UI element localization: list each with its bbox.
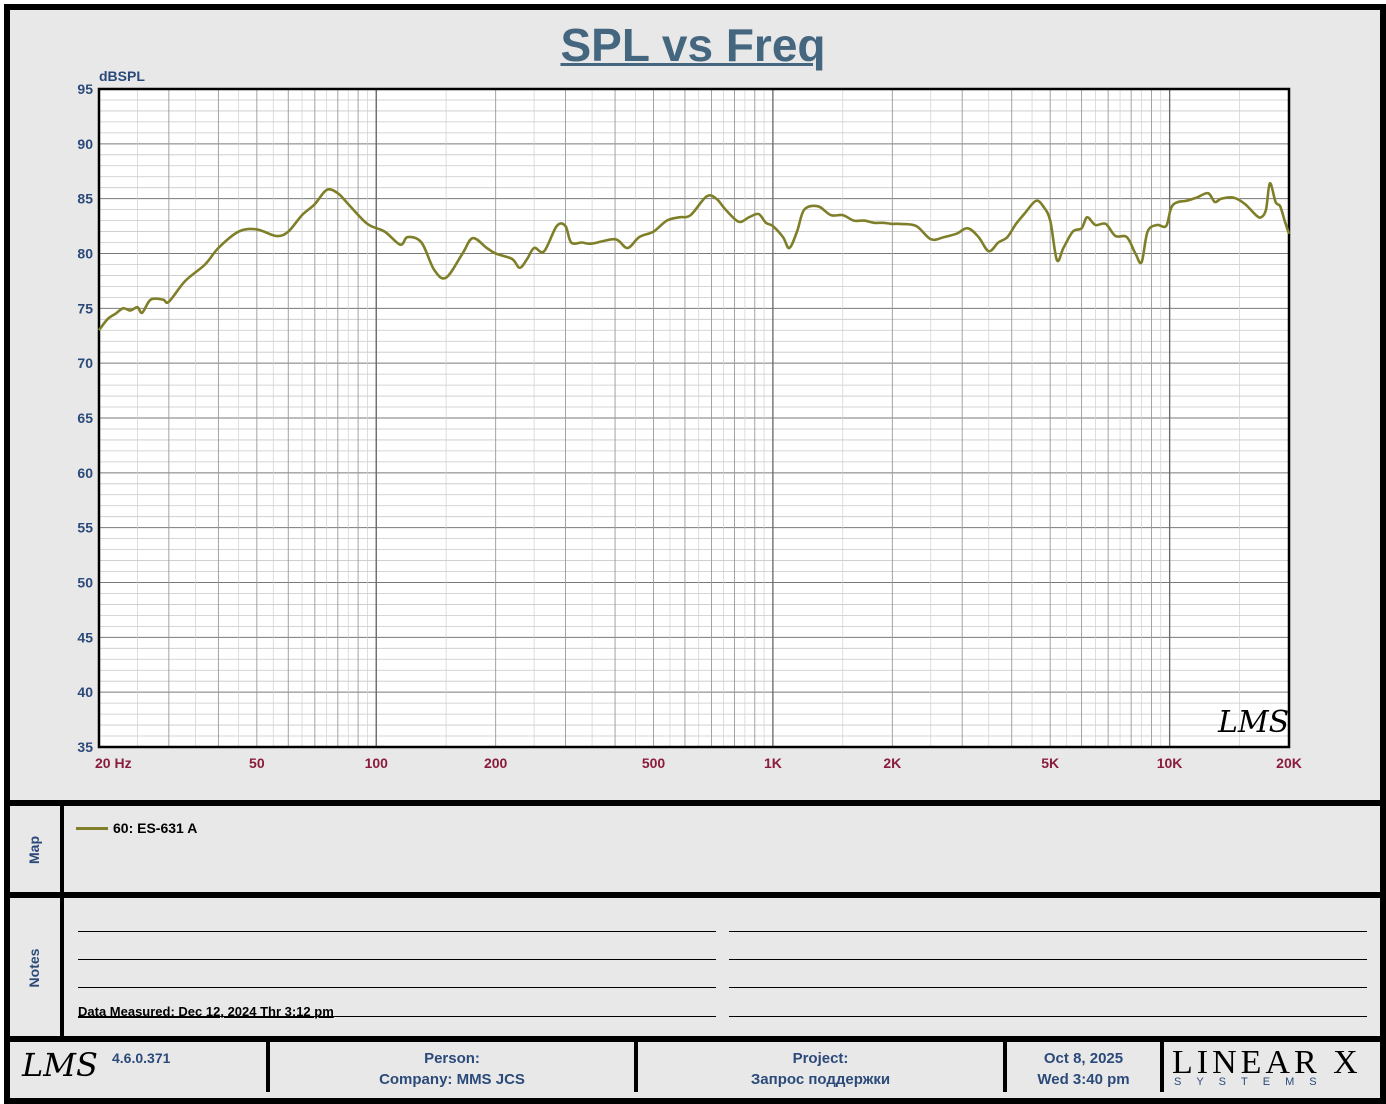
y-tick-label: 60 — [77, 465, 93, 481]
lms-watermark: LMS — [1217, 705, 1289, 740]
y-tick-label: 95 — [77, 81, 93, 97]
divider-top — [4, 800, 1386, 806]
current-time: Wed 3:40 pm — [1037, 1071, 1130, 1088]
legend-swatch — [76, 827, 108, 830]
project-cell: Project: Запрос поддержки — [638, 1048, 1003, 1096]
linearx-logo-subtext: SYSTEMS — [1174, 1076, 1332, 1088]
y-tick-label: 75 — [77, 300, 93, 316]
x-tick-label: 200 — [484, 755, 508, 771]
y-tick-label: 45 — [77, 629, 93, 645]
note-line — [78, 959, 716, 960]
x-tick-label: 2K — [883, 755, 901, 771]
x-tick-label: 50 — [249, 755, 265, 771]
note-line — [78, 987, 716, 988]
notes-label: Notes — [26, 948, 42, 988]
linearx-logo: LINEAR X SYSTEMS — [1172, 1044, 1372, 1092]
x-tick-label: 20K — [1276, 755, 1302, 771]
company-name: Company: MMS JCS — [379, 1071, 525, 1088]
chart-title: SPL vs Freq — [560, 19, 826, 71]
x-tick-label: 100 — [365, 755, 389, 771]
x-tick-label: 10K — [1157, 755, 1183, 771]
lms-logo: LMS — [22, 1046, 98, 1084]
divider-middle — [4, 892, 1386, 898]
y-axis-label: dBSPL — [99, 68, 145, 84]
x-tick-label: 20 Hz — [95, 755, 132, 771]
footer-divider — [634, 1042, 638, 1092]
note-line — [729, 931, 1367, 932]
note-line — [78, 931, 716, 932]
notes-divider — [60, 898, 64, 1038]
project-value: Запрос поддержки — [750, 1071, 891, 1088]
data-measured: Data Measured: Dec 12, 2024 Thr 3:12 pm — [78, 1004, 334, 1019]
software-version: 4.6.0.371 — [112, 1050, 171, 1066]
person-cell: Person: Company: MMS JCS — [270, 1048, 634, 1096]
footer-divider — [1160, 1042, 1164, 1092]
y-tick-label: 80 — [77, 246, 93, 262]
footer-divider — [266, 1042, 270, 1092]
y-tick-label: 35 — [77, 739, 93, 755]
x-tick-label: 1K — [764, 755, 782, 771]
series-line — [97, 181, 1291, 332]
project-label: Project: — [792, 1050, 849, 1067]
plot-border — [97, 87, 1291, 749]
y-tick-label: 65 — [77, 410, 93, 426]
y-tick-label: 85 — [77, 191, 93, 207]
person-label: Person: — [424, 1050, 480, 1067]
y-tick-label: 50 — [77, 575, 93, 591]
y-tick-label: 70 — [77, 355, 93, 371]
footer-divider — [1003, 1042, 1007, 1092]
current-date: Oct 8, 2025 — [1043, 1050, 1124, 1067]
note-line — [78, 1016, 716, 1017]
divider-bottom — [4, 1036, 1386, 1042]
map-label: Map — [26, 836, 42, 864]
x-tick-label: 5K — [1041, 755, 1059, 771]
note-line — [729, 987, 1367, 988]
y-tick-label: 40 — [77, 684, 93, 700]
note-line — [729, 1016, 1367, 1017]
date-cell: Oct 8, 2025 Wed 3:40 pm — [1007, 1048, 1160, 1096]
y-tick-label: 90 — [77, 136, 93, 152]
y-tick-label: 55 — [77, 520, 93, 536]
x-tick-label: 500 — [642, 755, 666, 771]
plot-area: 35 40 45 50 55 60 65 70 75 80 85 90 95 dBSPL 20 Hz 50 10… — [77, 68, 1302, 771]
linearx-logo-text: LINEAR X — [1172, 1044, 1362, 1081]
map-divider — [60, 806, 64, 894]
note-line — [729, 959, 1367, 960]
legend-entry: 60: ES-631 A — [113, 820, 198, 836]
